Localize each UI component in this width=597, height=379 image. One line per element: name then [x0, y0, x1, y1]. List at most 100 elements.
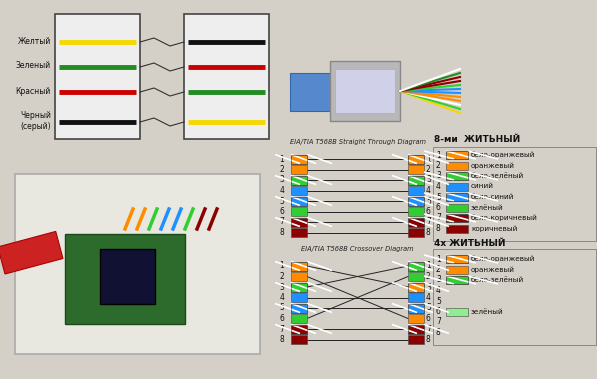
Bar: [291, 304, 307, 313]
Text: Зеленый: Зеленый: [16, 61, 51, 70]
Bar: [408, 324, 424, 334]
Bar: [446, 151, 468, 159]
Text: 2: 2: [279, 165, 284, 174]
Text: коричневый: коричневый: [471, 225, 518, 232]
Bar: [408, 175, 424, 185]
Text: 2: 2: [279, 272, 284, 281]
Bar: [291, 324, 307, 334]
Text: 5: 5: [279, 304, 284, 313]
Text: зелёный: зелёный: [471, 205, 504, 210]
Bar: [408, 304, 424, 313]
Text: 7: 7: [436, 318, 441, 326]
Bar: [291, 262, 307, 271]
Text: 8: 8: [279, 228, 284, 237]
Bar: [408, 218, 424, 227]
Bar: [408, 262, 424, 271]
Text: 2: 2: [426, 165, 431, 174]
Text: 3: 3: [279, 282, 284, 291]
Text: 6: 6: [279, 207, 284, 216]
Text: 5: 5: [436, 193, 441, 202]
Bar: [65, 234, 185, 324]
Text: 1: 1: [426, 262, 431, 271]
Text: 6: 6: [436, 307, 441, 316]
Bar: [408, 282, 424, 291]
Bar: [433, 249, 596, 345]
Text: 4: 4: [279, 293, 284, 302]
Bar: [291, 304, 307, 313]
Bar: [408, 155, 424, 163]
Bar: [408, 314, 424, 323]
Text: 2: 2: [426, 272, 431, 281]
Text: 3: 3: [426, 175, 431, 185]
Text: 6: 6: [426, 314, 431, 323]
Bar: [100, 249, 155, 304]
Bar: [446, 266, 468, 274]
Bar: [408, 324, 424, 334]
Bar: [408, 175, 424, 185]
Bar: [291, 335, 307, 344]
Text: 7: 7: [426, 218, 431, 227]
Bar: [335, 69, 395, 113]
Text: 3: 3: [279, 175, 284, 185]
Bar: [446, 255, 468, 263]
Text: 4: 4: [426, 293, 431, 302]
Text: 5: 5: [436, 296, 441, 305]
Text: EIA/TIA T568B Crossover Diagram: EIA/TIA T568B Crossover Diagram: [301, 246, 414, 252]
Text: 3: 3: [436, 276, 441, 285]
Bar: [291, 293, 307, 302]
Text: 1: 1: [436, 150, 441, 160]
Text: 5: 5: [279, 196, 284, 205]
Bar: [291, 155, 307, 163]
Bar: [291, 175, 307, 185]
Bar: [330, 61, 400, 121]
Bar: [55, 14, 140, 139]
Bar: [291, 282, 307, 291]
Text: 6: 6: [279, 314, 284, 323]
Text: 4: 4: [436, 182, 441, 191]
Text: 1: 1: [426, 155, 431, 163]
Text: 3: 3: [426, 282, 431, 291]
Text: 8-ми  ЖИТЬНЫЙ: 8-ми ЖИТЬНЫЙ: [434, 135, 520, 144]
Bar: [446, 204, 468, 211]
Bar: [291, 228, 307, 237]
Text: Красный: Красный: [16, 86, 51, 96]
Bar: [433, 147, 596, 241]
Bar: [408, 218, 424, 227]
Text: бело-зелёный: бело-зелёный: [471, 173, 524, 179]
Text: Черный
(серый): Черный (серый): [20, 111, 51, 131]
Text: оранжевый: оранжевый: [471, 162, 515, 169]
Bar: [291, 272, 307, 281]
Text: 1: 1: [279, 262, 284, 271]
Bar: [446, 214, 468, 222]
Bar: [408, 155, 424, 163]
Text: бело-синий: бело-синий: [471, 194, 515, 200]
Text: 8: 8: [436, 224, 441, 233]
Text: 4: 4: [279, 186, 284, 195]
Text: 5: 5: [426, 304, 431, 313]
Text: 2: 2: [436, 161, 441, 170]
Bar: [291, 218, 307, 227]
Bar: [446, 307, 468, 315]
Text: 6: 6: [436, 203, 441, 212]
Text: 8: 8: [436, 328, 441, 337]
Text: 8: 8: [426, 335, 431, 344]
Bar: [408, 228, 424, 237]
Bar: [408, 186, 424, 195]
Text: EIA/TIA T568B Straight Through Diagram: EIA/TIA T568B Straight Through Diagram: [290, 139, 426, 145]
Text: 7: 7: [279, 218, 284, 227]
Text: 4: 4: [436, 286, 441, 295]
Text: оранжевый: оранжевый: [471, 266, 515, 273]
Bar: [446, 172, 468, 180]
Text: зелёный: зелёный: [471, 309, 504, 315]
Bar: [408, 335, 424, 344]
Bar: [408, 196, 424, 205]
Text: 1: 1: [279, 155, 284, 163]
Bar: [408, 304, 424, 313]
Bar: [408, 293, 424, 302]
Text: 4х ЖИТЬНЫЙ: 4х ЖИТЬНЫЙ: [434, 239, 506, 248]
Text: бело-оранжевый: бело-оранжевый: [471, 152, 536, 158]
Text: бело-зелёный: бело-зелёный: [471, 277, 524, 283]
Bar: [291, 324, 307, 334]
Bar: [446, 193, 468, 201]
Bar: [291, 196, 307, 205]
